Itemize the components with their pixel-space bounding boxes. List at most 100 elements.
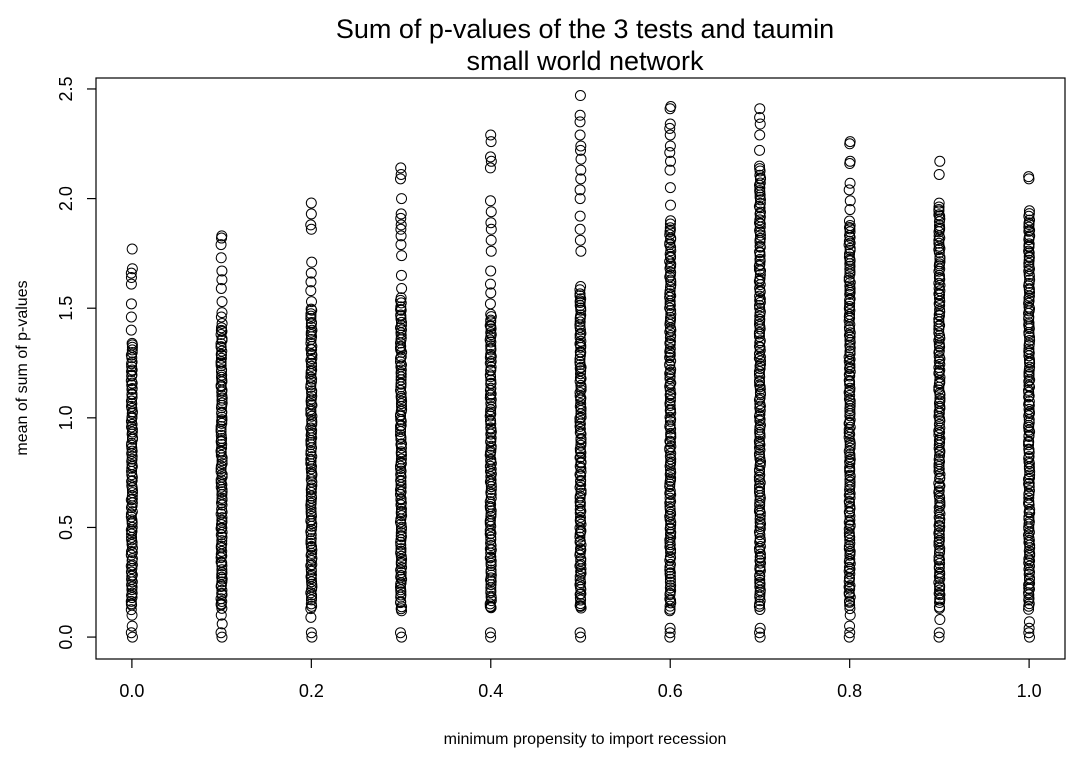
data-point: [306, 360, 318, 372]
data-point: [933, 477, 945, 489]
data-point: [216, 535, 228, 547]
data-point: [125, 560, 137, 572]
data-point: [664, 573, 676, 585]
data-point: [575, 432, 587, 444]
data-point: [843, 251, 855, 263]
data-point: [484, 627, 496, 639]
data-point: [754, 504, 766, 516]
data-point: [395, 168, 407, 180]
data-point: [215, 556, 227, 568]
data-point: [485, 342, 497, 354]
data-point: [844, 138, 856, 150]
data-point: [933, 519, 945, 531]
data-point: [484, 195, 496, 207]
data-point: [575, 384, 587, 396]
plot-frame: [95, 77, 1066, 660]
data-point: [305, 276, 317, 288]
data-point: [485, 245, 497, 257]
data-point: [754, 118, 766, 130]
data-point: [485, 394, 497, 406]
data-point: [216, 503, 228, 515]
data-point: [665, 308, 677, 320]
data-point: [664, 522, 676, 534]
data-point: [843, 540, 855, 552]
data-point: [933, 338, 945, 350]
data-point: [485, 155, 497, 167]
data-point: [665, 427, 677, 439]
data-point: [1023, 485, 1035, 497]
data-point: [844, 400, 856, 412]
data-point: [396, 553, 408, 565]
data-point: [394, 429, 406, 441]
data-point: [665, 489, 677, 501]
y-tick-label: 2.5: [56, 76, 76, 101]
data-point: [126, 620, 138, 632]
data-point: [934, 210, 946, 222]
data-point: [485, 217, 497, 229]
data-point: [575, 335, 587, 347]
data-point: [664, 419, 676, 431]
data-point: [575, 631, 587, 643]
data-point: [485, 223, 497, 235]
data-point: [843, 184, 855, 196]
data-point: [305, 474, 317, 486]
data-point: [934, 516, 946, 528]
data-point: [1023, 171, 1035, 183]
data-point: [664, 229, 676, 241]
data-point: [1023, 403, 1035, 415]
data-point: [754, 358, 766, 370]
data-point: [934, 566, 946, 578]
data-point: [934, 584, 946, 596]
data-point: [305, 337, 317, 349]
data-point: [754, 622, 766, 634]
data-point: [665, 580, 677, 592]
data-point: [574, 210, 586, 222]
data-point: [305, 285, 317, 297]
data-point: [844, 488, 856, 500]
data-point: [664, 631, 676, 643]
data-point: [1024, 361, 1036, 373]
data-point: [216, 411, 228, 423]
data-point: [125, 627, 137, 639]
data-point: [216, 564, 228, 576]
data-point: [664, 222, 676, 234]
data-point: [126, 263, 138, 275]
data-point: [754, 129, 766, 141]
data-point: [574, 184, 586, 196]
data-point: [664, 182, 676, 194]
data-point: [933, 197, 945, 209]
data-point: [1023, 173, 1035, 185]
data-point: [485, 287, 497, 299]
data-point: [485, 585, 497, 597]
data-point: [485, 206, 497, 218]
data-point: [933, 418, 945, 430]
data-point: [215, 311, 227, 323]
data-point: [305, 219, 317, 231]
data-point: [215, 449, 227, 461]
data-point: [934, 589, 946, 601]
data-point: [395, 493, 407, 505]
data-point: [844, 308, 856, 320]
data-point: [574, 416, 586, 428]
data-point: [934, 155, 946, 167]
data-point: [1023, 603, 1035, 615]
data-point: [395, 419, 407, 431]
data-point: [395, 521, 407, 533]
data-point: [305, 598, 317, 610]
data-point: [844, 451, 856, 463]
data-point: [934, 614, 946, 626]
data-point: [126, 426, 138, 438]
data-point: [664, 411, 676, 423]
data-point: [305, 267, 317, 279]
data-point: [215, 282, 227, 294]
data-point: [844, 204, 856, 216]
data-point: [664, 103, 676, 115]
data-point: [215, 429, 227, 441]
data-point: [395, 556, 407, 568]
data-point: [575, 140, 587, 152]
x-tick-label: 0.8: [837, 681, 862, 701]
data-point: [754, 229, 766, 241]
x-tick-label: 1.0: [1017, 681, 1042, 701]
data-point: [126, 609, 138, 621]
data-point: [305, 223, 317, 235]
